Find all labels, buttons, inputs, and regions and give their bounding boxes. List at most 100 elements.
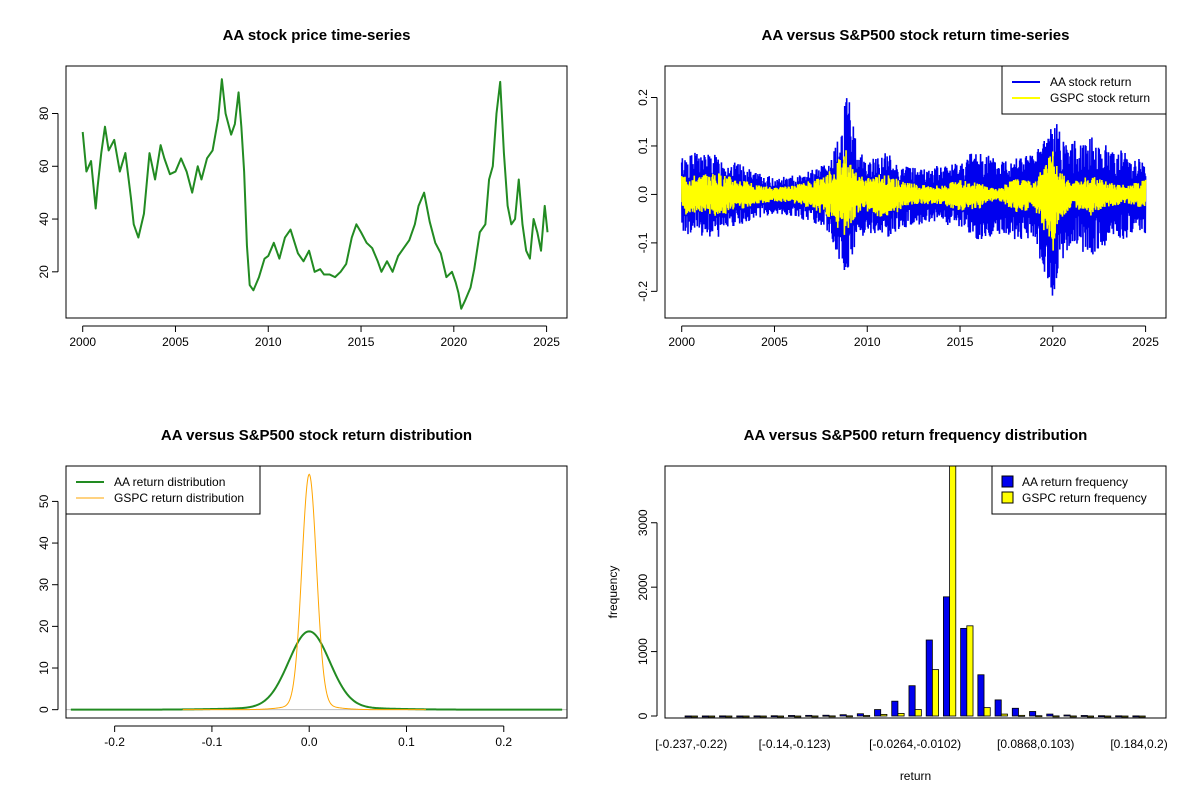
series-line-1 bbox=[680, 150, 1147, 251]
bar-aa bbox=[839, 714, 847, 717]
y-tick-label: -0.2 bbox=[636, 281, 650, 302]
bar-gspc bbox=[897, 713, 905, 717]
y-tick-label: 10 bbox=[37, 661, 51, 675]
bar-aa bbox=[1132, 715, 1140, 718]
bar-gspc bbox=[1086, 715, 1094, 718]
bar-aa bbox=[1098, 715, 1106, 718]
y-tick-label: 40 bbox=[37, 212, 51, 226]
bar-gspc bbox=[759, 715, 767, 718]
x-tick-label: 0.2 bbox=[495, 735, 512, 749]
bar-aa bbox=[770, 715, 778, 718]
bar-aa bbox=[908, 685, 916, 717]
bar-aa bbox=[1115, 715, 1123, 718]
bar-gspc bbox=[880, 713, 888, 717]
bar-aa bbox=[684, 715, 692, 718]
y-tick-label: 40 bbox=[37, 536, 51, 550]
legend-box bbox=[991, 465, 1167, 515]
x-tick-label: [0.184,0.2) bbox=[1110, 737, 1167, 751]
y-tick-label: 20 bbox=[37, 619, 51, 633]
bar-aa bbox=[822, 714, 830, 717]
y-tick-label: 0 bbox=[636, 712, 650, 719]
y-tick-label: 2000 bbox=[636, 573, 650, 600]
legend-swatch bbox=[1001, 491, 1014, 504]
bar-aa bbox=[977, 674, 985, 717]
y-axis: 0 1000 2000 3000 bbox=[636, 509, 658, 719]
chart-title: AA versus S&P500 stock return distributi… bbox=[161, 427, 472, 444]
price-line bbox=[81, 78, 549, 310]
y-axis: 20 40 60 80 bbox=[37, 107, 59, 279]
bar-gspc bbox=[1104, 715, 1112, 718]
bar-gspc bbox=[828, 715, 836, 718]
y-tick-label: 20 bbox=[37, 265, 51, 279]
legend-box bbox=[65, 465, 261, 515]
x-tick-label: [0.0868,0.103) bbox=[997, 737, 1074, 751]
chart-title: AA versus S&P500 stock return time-serie… bbox=[762, 27, 1070, 44]
y-axis: 0 10 20 30 40 50 bbox=[37, 494, 59, 713]
x-tick-label: 2000 bbox=[668, 335, 695, 349]
bar-gspc bbox=[794, 715, 802, 718]
bar-aa bbox=[1011, 707, 1019, 717]
x-axis: 2000 2005 2010 2015 2020 2025 bbox=[668, 325, 1159, 349]
plot-frame bbox=[65, 65, 568, 319]
bar-aa bbox=[753, 715, 761, 718]
bar-aa bbox=[736, 715, 744, 718]
bar-aa bbox=[719, 715, 727, 718]
bar-aa bbox=[856, 713, 864, 717]
x-axis: [-0.237,-0.22) [-0.14,-0.123) [-0.0264,-0.… bbox=[655, 737, 1167, 751]
legend-swatch bbox=[1001, 475, 1014, 488]
bar-aa bbox=[1046, 713, 1054, 717]
x-tick-label: 2010 bbox=[854, 335, 881, 349]
bar-gspc bbox=[1121, 715, 1129, 718]
density-line-1 bbox=[182, 473, 426, 711]
bar-gspc bbox=[1000, 713, 1008, 717]
bar-aa bbox=[1063, 714, 1071, 717]
x-axis: 2000 2005 2010 2015 2020 2025 bbox=[69, 325, 560, 349]
x-tick-label: 2025 bbox=[1132, 335, 1159, 349]
bar-aa bbox=[874, 709, 882, 717]
bar-gspc bbox=[708, 715, 716, 718]
bar-gspc bbox=[811, 715, 819, 718]
bar-gspc bbox=[931, 669, 939, 717]
plot-area bbox=[680, 98, 1147, 296]
bar-gspc bbox=[914, 709, 922, 717]
density-line-0 bbox=[70, 630, 563, 711]
bar-gspc bbox=[1138, 715, 1146, 718]
bar-gspc bbox=[1069, 715, 1077, 718]
legend-label: GSPC return distribution bbox=[114, 491, 244, 505]
bar-aa bbox=[788, 715, 796, 717]
bar-aa bbox=[701, 715, 709, 718]
bar-gspc bbox=[776, 715, 784, 718]
plot-frame bbox=[65, 465, 568, 719]
legend: AA stock return GSPC stock return bbox=[1001, 65, 1167, 115]
x-tick-label: [-0.0264,-0.0102) bbox=[869, 737, 961, 751]
bar-gspc bbox=[725, 715, 733, 718]
x-tick-label: [-0.237,-0.22) bbox=[655, 737, 727, 751]
bar-aa bbox=[891, 700, 899, 717]
x-tick-label: 2020 bbox=[440, 335, 467, 349]
bar-gspc bbox=[1035, 715, 1043, 718]
x-axis: -0.2 -0.1 0.0 0.1 0.2 bbox=[104, 725, 512, 749]
bar-gspc bbox=[690, 715, 698, 718]
y-tick-label: 30 bbox=[37, 578, 51, 592]
x-tick-label: 2000 bbox=[69, 335, 96, 349]
return-timeseries-panel: AA versus S&P500 stock return time-serie… bbox=[636, 27, 1167, 349]
legend-box bbox=[1001, 65, 1167, 115]
plot-frame bbox=[664, 465, 1167, 719]
x-tick-label: 0.1 bbox=[398, 735, 415, 749]
bar-gspc bbox=[845, 715, 853, 718]
y-axis: -0.2 -0.1 0.0 0.1 0.2 bbox=[636, 89, 658, 302]
y-tick-label: 0.2 bbox=[636, 89, 650, 106]
x-tick-label: [-0.14,-0.123) bbox=[759, 737, 831, 751]
bar-aa bbox=[943, 596, 951, 717]
plot-frame bbox=[664, 65, 1167, 319]
y-tick-label: -0.1 bbox=[636, 232, 650, 253]
x-tick-label: -0.1 bbox=[202, 735, 223, 749]
bar-aa bbox=[925, 639, 933, 717]
plot-area bbox=[81, 78, 549, 310]
x-axis-label: return bbox=[900, 769, 931, 783]
bar-gspc bbox=[949, 466, 957, 717]
legend-label: AA return distribution bbox=[114, 475, 225, 489]
legend-label: GSPC return frequency bbox=[1022, 491, 1147, 505]
